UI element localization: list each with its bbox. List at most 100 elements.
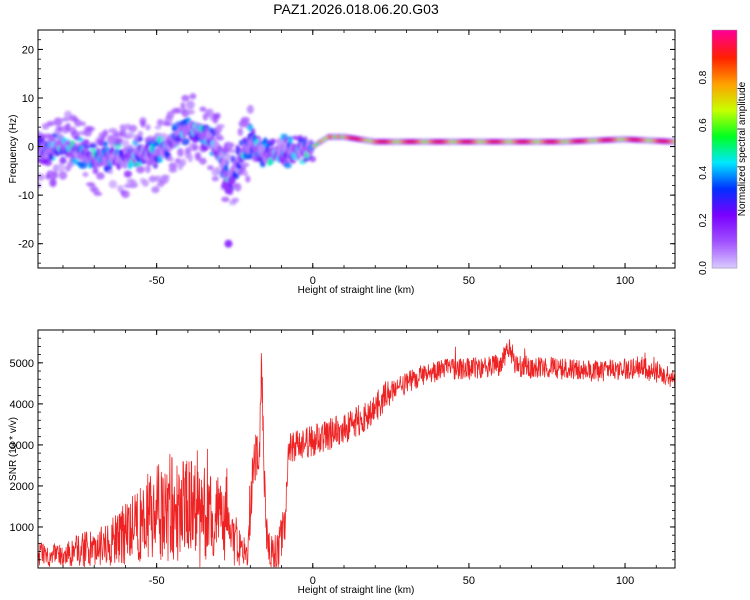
colorbar-strip xyxy=(712,184,737,188)
heatmap-cell xyxy=(216,124,225,129)
heatmap-cell xyxy=(127,144,134,150)
heatmap-cell xyxy=(207,165,214,171)
heatmap-cell xyxy=(185,109,195,115)
colorbar-strip xyxy=(712,125,737,128)
heatmap-cell xyxy=(309,155,317,163)
colorbar-strip xyxy=(712,115,737,118)
heatmap-cell xyxy=(181,94,190,102)
colorbar-strip xyxy=(712,145,737,148)
figure-title: PAZ1.2026.018.06.20.G03 xyxy=(273,1,439,17)
colorbar-strip xyxy=(712,135,737,138)
colorbar-tick-label: 0.4 xyxy=(698,165,709,179)
colorbar-strip xyxy=(712,220,737,223)
spectrogram-xtick-label: 50 xyxy=(463,275,475,287)
heatmap-cell xyxy=(166,111,175,120)
spectrogram-ylabel: Frequency (Hz) xyxy=(8,115,19,184)
colorbar-strip xyxy=(712,143,737,146)
colorbar-strip xyxy=(712,103,737,106)
heatmap-cell xyxy=(179,158,187,167)
heatmap-cell xyxy=(132,182,139,188)
heatmap-cell xyxy=(102,129,109,137)
colorbar-strip xyxy=(712,30,737,33)
colorbar-strip xyxy=(712,164,737,168)
colorbar-strip xyxy=(712,224,737,227)
colorbar-strip xyxy=(712,61,737,65)
colorbar-strip xyxy=(712,89,737,93)
colorbar-strip xyxy=(712,101,737,104)
heatmap-cell xyxy=(107,169,114,175)
heatmap-cell xyxy=(108,179,118,189)
snr-ytick-label: 3000 xyxy=(10,440,34,452)
spectrogram-frame xyxy=(37,29,676,269)
heatmap-cell xyxy=(199,157,207,165)
heatmap-cell xyxy=(151,186,159,193)
colorbar-strip xyxy=(712,218,737,221)
heatmap-cell xyxy=(50,177,56,187)
spectrogram-ytick-label: -20 xyxy=(18,239,34,251)
heatmap-cell xyxy=(145,164,151,174)
snr-ytick-label: 1000 xyxy=(10,522,34,534)
heatmap-cell xyxy=(156,118,165,127)
colorbar-strip xyxy=(712,85,737,89)
colorbar-strip xyxy=(712,141,737,144)
colorbar-strip xyxy=(712,77,737,81)
heatmap-cell xyxy=(199,106,207,112)
heatmap-cell xyxy=(74,119,82,127)
heatmap-cell xyxy=(65,122,71,132)
heatmap-cell xyxy=(242,170,249,177)
heatmap-cell xyxy=(230,149,236,154)
colorbar-strip xyxy=(712,252,737,255)
colorbar-strip xyxy=(712,133,737,136)
colorbar-strip xyxy=(712,198,737,202)
colorbar-strip xyxy=(712,45,737,49)
heatmap-cell xyxy=(137,136,143,142)
colorbar-strip xyxy=(712,131,737,134)
colorbar-tick-label: 0.8 xyxy=(698,70,709,84)
colorbar-strip xyxy=(712,67,737,71)
heatmap-cell xyxy=(214,112,221,119)
heatmap-cell xyxy=(189,92,197,100)
heatmap-cell xyxy=(167,117,174,123)
colorbar-frame xyxy=(711,29,738,269)
snr-ytick-label: 5000 xyxy=(10,358,34,370)
colorbar-strip xyxy=(712,117,737,120)
heatmap-cell xyxy=(166,156,174,162)
snr-xtick-label: 100 xyxy=(616,575,634,587)
heatmap-cell xyxy=(95,147,101,153)
heatmap-cell xyxy=(136,165,145,174)
heatmap-cell xyxy=(88,143,98,149)
heatmap-cells xyxy=(38,92,675,248)
colorbar-strip xyxy=(712,228,737,231)
snr-series-line xyxy=(38,339,675,568)
colorbar-strip xyxy=(712,99,737,102)
heatmap-cell xyxy=(117,137,124,144)
heatmap-cell xyxy=(221,196,230,202)
heatmap-cell xyxy=(177,147,184,157)
colorbar-strip xyxy=(712,174,737,178)
colorbar-strip xyxy=(712,260,737,263)
colorbar-strip xyxy=(712,226,737,229)
colorbar-strip xyxy=(712,202,737,206)
colorbar-strip xyxy=(712,31,737,35)
heatmap-cell xyxy=(269,138,277,144)
colorbar-strip xyxy=(712,178,737,182)
colorbar-strip xyxy=(712,186,737,190)
colorbar-strip xyxy=(712,39,737,43)
heatmap-cell xyxy=(237,127,244,137)
heatmap-cell xyxy=(672,140,675,144)
colorbar-strip xyxy=(712,123,737,126)
heatmap-cell xyxy=(250,127,256,135)
colorbar-strip xyxy=(712,65,737,69)
colorbar-strip xyxy=(712,204,737,208)
heatmap-cell xyxy=(96,172,105,180)
heatmap-cell xyxy=(163,121,173,127)
heatmap-cell xyxy=(239,165,247,173)
spectrogram-ytick-label: -10 xyxy=(18,190,34,202)
heatmap-cell xyxy=(152,161,158,169)
heatmap-cell xyxy=(187,153,194,163)
colorbar-strip xyxy=(712,194,737,198)
heatmap-cell xyxy=(245,175,251,183)
colorbar-strip xyxy=(712,166,737,170)
colorbar-strip xyxy=(712,248,737,251)
spectrogram-xtick-label: 100 xyxy=(616,275,634,287)
